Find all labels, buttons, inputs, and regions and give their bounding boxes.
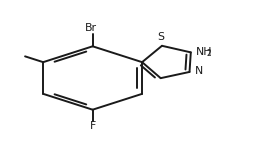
Text: N: N (195, 66, 203, 76)
Text: S: S (157, 32, 164, 42)
Text: 2: 2 (207, 49, 212, 58)
Text: F: F (90, 121, 96, 131)
Text: Br: Br (84, 23, 96, 33)
Text: NH: NH (196, 47, 212, 57)
